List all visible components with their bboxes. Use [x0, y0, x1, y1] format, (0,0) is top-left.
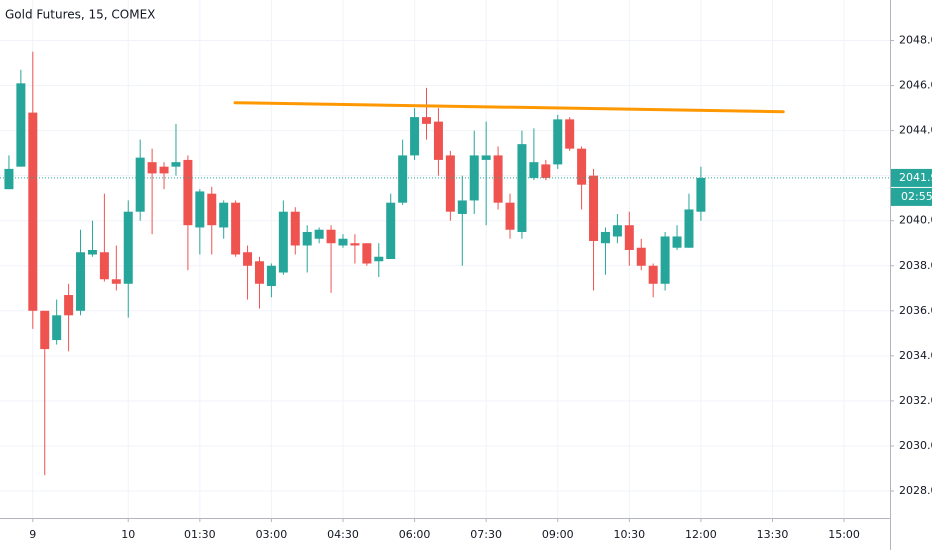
candle-body: [183, 159, 193, 226]
x-tick-label: 12:00: [685, 528, 717, 541]
candle-body: [278, 211, 288, 273]
candle-body: [386, 202, 396, 259]
candle-body: [338, 238, 348, 246]
candle-body: [350, 243, 360, 246]
candle-body: [589, 175, 599, 241]
trendline: [233, 101, 785, 114]
countdown-box: [891, 187, 932, 206]
x-tick-label: 04:30: [327, 528, 359, 541]
candle-body: [64, 295, 74, 316]
y-tick-label: 2044.0: [899, 124, 932, 137]
x-tick-label: 15:00: [828, 528, 860, 541]
x-tick-label: 03:00: [256, 528, 288, 541]
candle-body: [76, 252, 86, 311]
candle-body: [159, 166, 169, 174]
y-tick-label: 2046.0: [899, 79, 932, 92]
candle-body: [624, 225, 634, 250]
last-price-box: [891, 168, 932, 187]
y-tick-label: 2032.0: [899, 394, 932, 407]
candle-body: [147, 162, 157, 174]
candle-body: [398, 155, 408, 203]
candle-body: [40, 310, 50, 350]
candle-body: [541, 164, 551, 178]
candle-body: [612, 225, 622, 237]
candle-body: [123, 211, 133, 284]
candle-body: [457, 200, 467, 214]
candle-body: [600, 231, 610, 244]
candle-body: [636, 247, 646, 266]
candle-body: [231, 202, 241, 255]
candle-body: [422, 117, 432, 124]
x-tick-label: 01:30: [184, 528, 216, 541]
x-tick-label: 9: [29, 528, 36, 541]
candle-body: [302, 231, 312, 246]
candle-body: [493, 155, 503, 203]
candle-body: [553, 119, 563, 165]
candle-body: [445, 155, 455, 212]
x-tick-label: 10:30: [613, 528, 645, 541]
candle-body: [4, 168, 14, 190]
candle-body: [314, 229, 324, 239]
y-tick-label: 2030.0: [899, 439, 932, 452]
last-price-label: 2041.9: [899, 171, 932, 184]
candle-body: [99, 252, 109, 280]
candle-body: [481, 155, 491, 160]
y-tick-label: 2028.0: [899, 484, 932, 497]
candle-body: [326, 229, 336, 244]
chart-title: Gold Futures, 15, COMEX: [5, 8, 155, 22]
candle-body: [374, 256, 384, 262]
candle-body: [135, 157, 145, 212]
candle-body: [529, 162, 539, 178]
candle-body: [672, 236, 682, 248]
y-tick-label: 2040.0: [899, 214, 932, 227]
candle-body: [505, 202, 515, 230]
candle-body: [219, 202, 229, 228]
candle-body: [87, 249, 97, 255]
x-tick-label: 06:00: [399, 528, 431, 541]
countdown-label: 02:55: [901, 190, 932, 203]
candle-body: [195, 191, 205, 228]
candle-body: [660, 236, 670, 284]
candle-body: [28, 112, 38, 311]
candle-body: [111, 279, 121, 284]
candle-body: [648, 265, 658, 284]
y-tick-label: 2036.0: [899, 304, 932, 317]
candle-body: [16, 83, 26, 167]
y-tick-label: 2048.0: [899, 34, 932, 47]
x-tick-label: 13:30: [757, 528, 789, 541]
y-tick-label: 2034.0: [899, 349, 932, 362]
candle-body: [254, 261, 264, 284]
candle-body: [517, 144, 527, 232]
y-tick-label: 2038.0: [899, 259, 932, 272]
candle-body: [207, 193, 217, 226]
candle-body: [290, 211, 300, 246]
candle-body: [266, 265, 276, 287]
candle-body: [565, 119, 575, 149]
candle-body: [410, 117, 420, 156]
x-tick-label: 09:00: [542, 528, 574, 541]
x-tick-label: 07:30: [470, 528, 502, 541]
candle-body: [171, 162, 181, 167]
candle-body: [243, 252, 253, 266]
candle-body: [362, 243, 372, 264]
candle-body: [696, 177, 706, 212]
candle-body: [52, 315, 62, 341]
x-tick-label: 10: [121, 528, 135, 541]
candle-body: [577, 148, 587, 185]
candle-body: [433, 121, 443, 160]
candle-body: [684, 209, 694, 248]
